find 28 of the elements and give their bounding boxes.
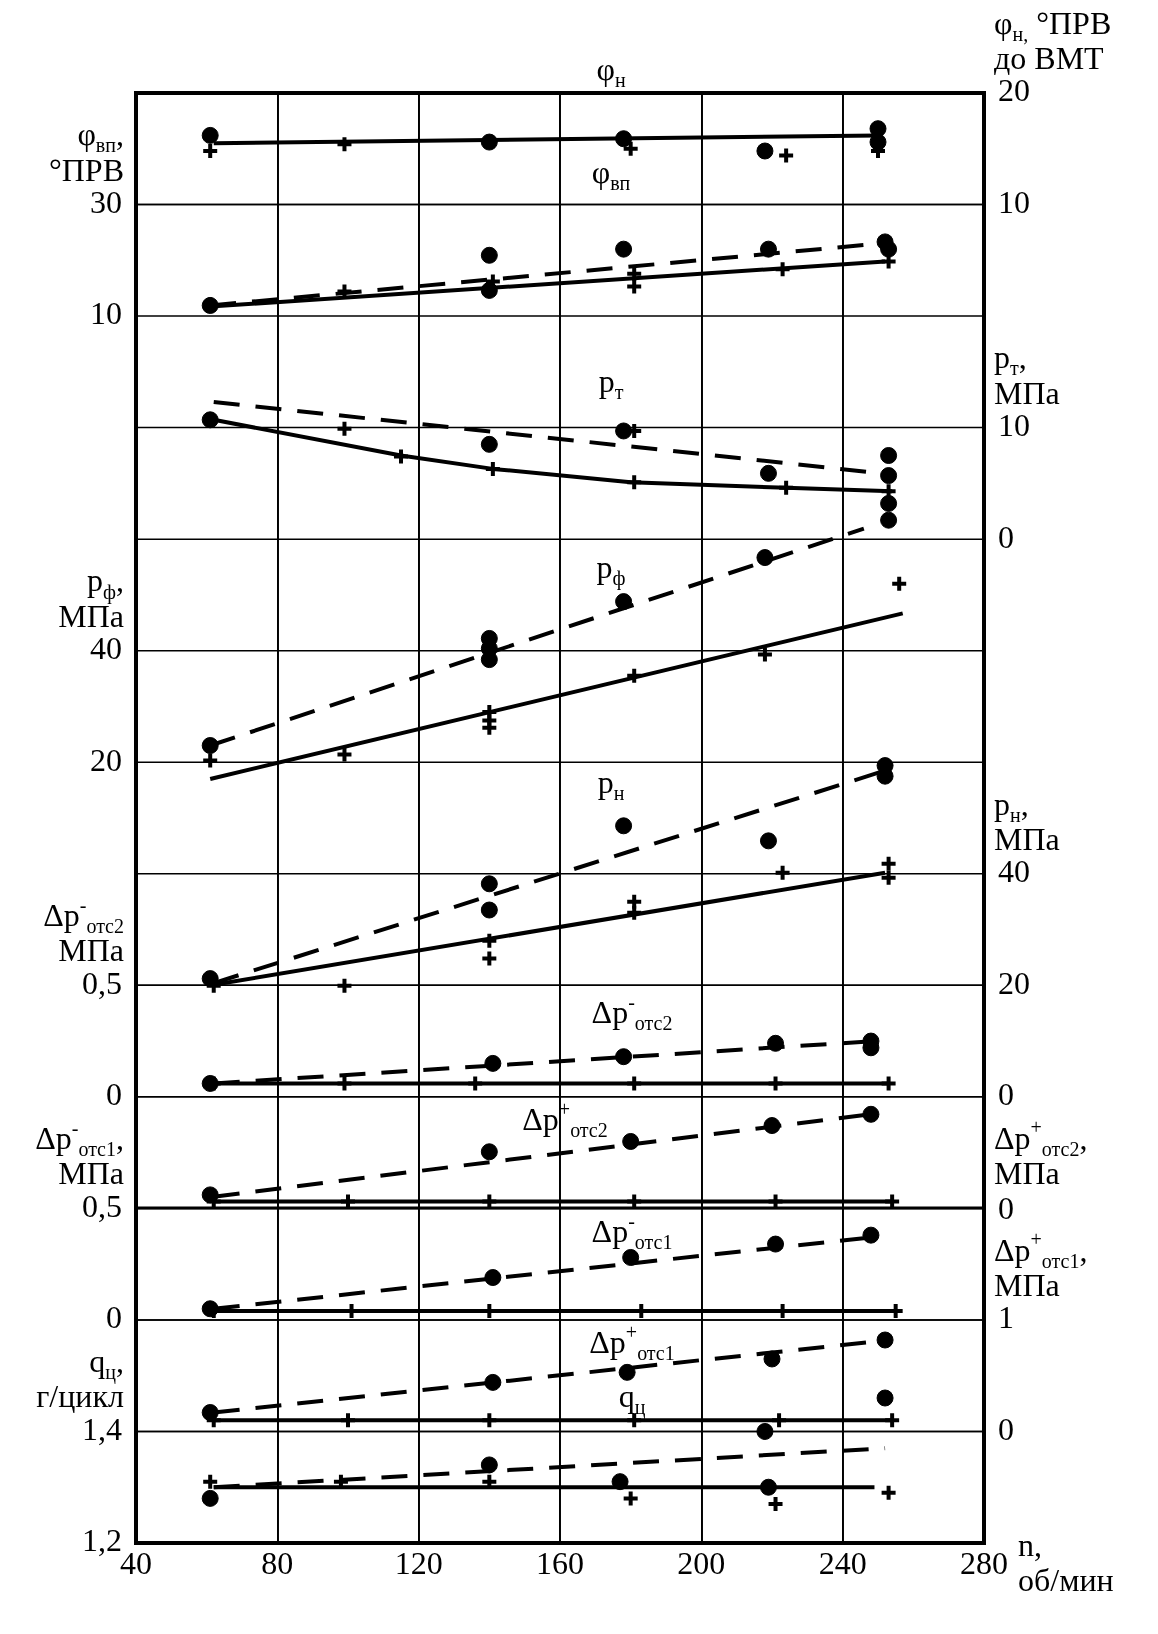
y2-tick-label: 10: [998, 183, 1030, 220]
y2-tick-label: 40: [998, 853, 1030, 890]
x-tick-label: 200: [677, 1544, 726, 1581]
x-tick-label: 120: [394, 1544, 443, 1581]
y-tick-label: 0,5: [82, 1187, 122, 1224]
y-tick-label: 10: [90, 295, 122, 332]
y2-tick-label: 20: [998, 964, 1030, 1001]
x-tick-label: 240: [818, 1544, 867, 1581]
annotation: Δp-отс1: [591, 1209, 673, 1254]
y-tick-label: 0: [106, 1076, 122, 1113]
annotation: Δp+отс1: [589, 1320, 675, 1365]
x-tick-label: 160: [536, 1544, 584, 1581]
text: 0: [998, 1190, 1014, 1226]
annotation: Δp-отс2: [591, 990, 673, 1035]
y2-tick-label: 0: [998, 518, 1014, 555]
y-tick-label: 40: [90, 630, 122, 667]
y2-tick-label: 0: [998, 1410, 1014, 1447]
x-axis-title: n, об/мин: [1018, 1526, 1114, 1598]
y2-tick-label: 0: [998, 1076, 1014, 1113]
y-tick-label: 1,4: [82, 1410, 122, 1447]
y-tick-label: 20: [90, 741, 122, 778]
y-tick-label: 0: [106, 1299, 122, 1336]
x-tick-label: 280: [960, 1544, 1008, 1581]
y2-tick-label: 1: [998, 1299, 1014, 1336]
x-tick-label: 80: [261, 1544, 294, 1581]
y-tick-label: 1,2: [82, 1522, 122, 1559]
y-tick-label: 30: [90, 183, 122, 220]
y2-tick-label: 10: [998, 407, 1030, 444]
